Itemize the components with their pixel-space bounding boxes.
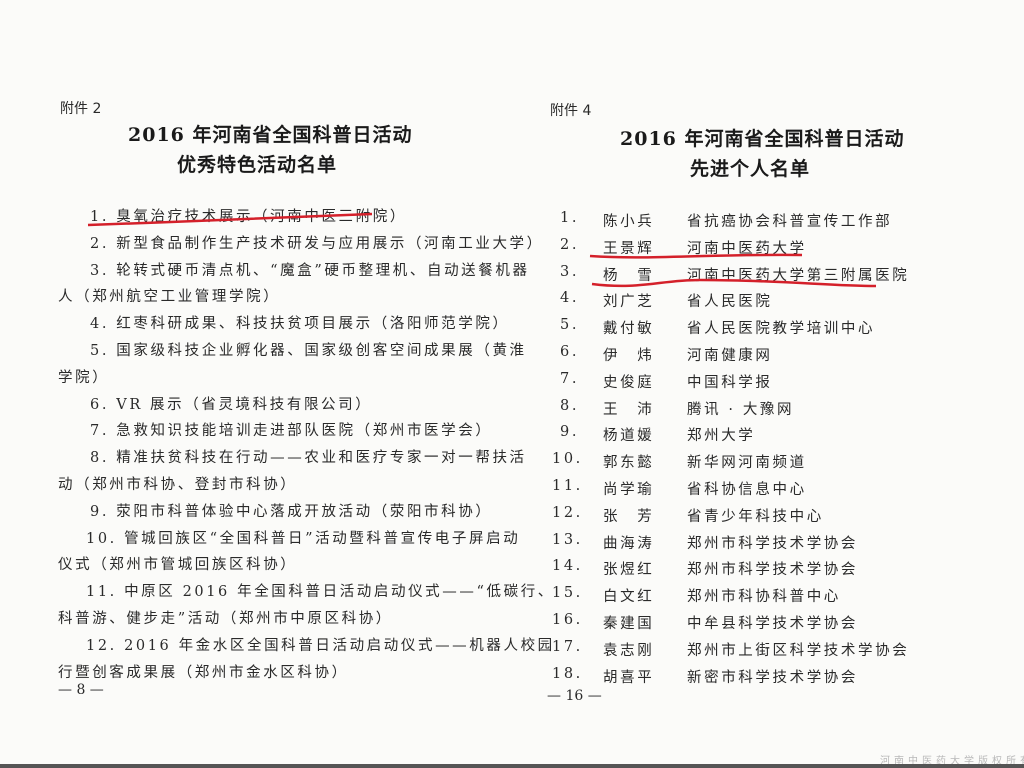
page-subtitle: 优秀特色活动名单 [177,154,338,176]
list-item-continuation: 人（郑州航空工业管理学院） [58,289,281,306]
organization: 郑州市上街区科学技术学协会 [687,642,910,659]
item-number: 5. [560,317,580,334]
list-item: 9. 荥阳市科普体验中心落成开放活动（荥阳市科协） [90,503,493,520]
person-name: 秦建国 [603,616,655,632]
watermark: 河南中医药大学版权所有 [880,756,1024,767]
item-number: 8. [560,397,580,414]
item-number: 3. [560,263,580,280]
item-number: 18. [552,665,583,682]
item-number: 7. [560,370,580,387]
list-item-continuation: 仪式（郑州市管城回族区科协） [58,557,298,574]
page-number: — 16 — [547,688,602,704]
item-number: 17. [552,638,583,655]
person-name: 刘广芝 [603,294,655,311]
item-number: 10. [552,451,583,468]
person-name: 郭东懿 [603,455,655,472]
organization: 省人民医院教学培训中心 [687,321,876,338]
person-name: 杨道媛 [603,428,655,445]
list-item: 11. 中原区 2016 年全国科普日活动启动仪式——“低碳行、 [86,584,555,601]
item-number: 12. [552,504,583,521]
list-item: 8. 精准扶贫科技在行动——农业和医疗专家一对一帮扶活 [90,450,527,467]
item-number: 16. [552,612,583,628]
page-title: 2016 年河南省全国科普日活动 [620,128,905,150]
annex-label: 附件 2 [60,101,102,117]
organization: 河南中医药大学 [687,240,807,257]
list-item: 7. 急救知识技能培训走进部队医院（郑州市医学会） [90,423,493,440]
organization: 郑州市科协科普中心 [687,589,841,606]
page-title: 2016 年河南省全国科普日活动 [128,124,413,146]
item-number: 11. [552,478,583,494]
person-name: 杨 雪 [603,267,655,284]
list-item-continuation: 动（郑州市科协、登封市科协） [58,477,298,493]
organization: 省人民医院 [687,294,773,311]
organization: 中国科学报 [687,374,773,391]
list-item-continuation: 科普游、健步走”活动（郑州市中原区科协） [58,611,393,627]
item-number: 13. [552,531,583,548]
page-number: — 8 — [58,682,104,698]
organization: 腾讯 · 大豫网 [687,401,795,418]
person-name: 曲海涛 [603,535,655,552]
list-item: 6. VR 展示（省灵境科技有限公司） [90,396,373,413]
item-number: 6. [560,344,580,360]
list-item: 10. 管城回族区“全国科普日”活动暨科普宣传电子屏启动 [86,530,521,547]
page-subtitle: 先进个人名单 [690,158,811,180]
person-name: 尚学瑜 [603,482,655,498]
item-number: 1. [560,210,580,226]
person-name: 王 沛 [603,401,655,418]
list-item: 3. 轮转式硬币清点机、“魔盒”硬币整理机、自动送餐机器 [90,262,530,279]
organization: 郑州市科学技术学协会 [687,535,858,552]
organization: 省抗癌协会科普宣传工作部 [687,214,893,230]
person-name: 张 芳 [603,508,655,525]
person-name: 张煜红 [603,562,655,579]
person-name: 戴付敏 [603,321,655,338]
organization: 河南中医药大学第三附属医院 [687,267,910,284]
item-number: 2. [560,236,580,253]
organization: 郑州市科学技术学协会 [687,562,858,579]
list-item: 2. 新型食品制作生产技术研发与应用展示（河南工业大学） [90,235,544,252]
person-name: 袁志刚 [603,642,655,659]
person-name: 王景辉 [603,240,655,257]
organization: 省科协信息中心 [687,482,807,498]
person-name: 白文红 [603,589,655,606]
organization: 省青少年科技中心 [687,508,824,525]
organization: 河南健康网 [687,348,773,364]
list-item: 4. 红枣科研成果、科技扶贫项目展示（洛阳师范学院） [90,316,510,333]
item-number: 4. [560,290,580,307]
person-name: 胡喜平 [603,669,655,686]
scan-edge [0,764,1024,768]
list-item: 1. 臭氧治疗技术展示（河南中医三附院） [90,209,407,225]
list-item: 12. 2016 年金水区全国科普日活动启动仪式——机器人校园 [86,637,555,654]
organization: 新密市科学技术学协会 [687,669,858,686]
annex-label: 附件 4 [550,103,592,119]
person-name: 陈小兵 [603,214,655,230]
item-number: 15. [552,585,583,602]
organization: 新华网河南频道 [687,455,807,472]
item-number: 14. [552,558,583,575]
person-name: 史俊庭 [603,374,655,391]
organization: 中牟县科学技术学协会 [687,616,858,632]
organization: 郑州大学 [687,428,756,445]
list-item-continuation: 学院） [58,369,110,386]
list-item: 5. 国家级科技企业孵化器、国家级创客空间成果展（黄淮 [90,343,527,359]
list-item-continuation: 行暨创客成果展（郑州市金水区科协） [58,664,349,681]
person-name: 伊 炜 [603,348,655,364]
item-number: 9. [560,424,580,441]
